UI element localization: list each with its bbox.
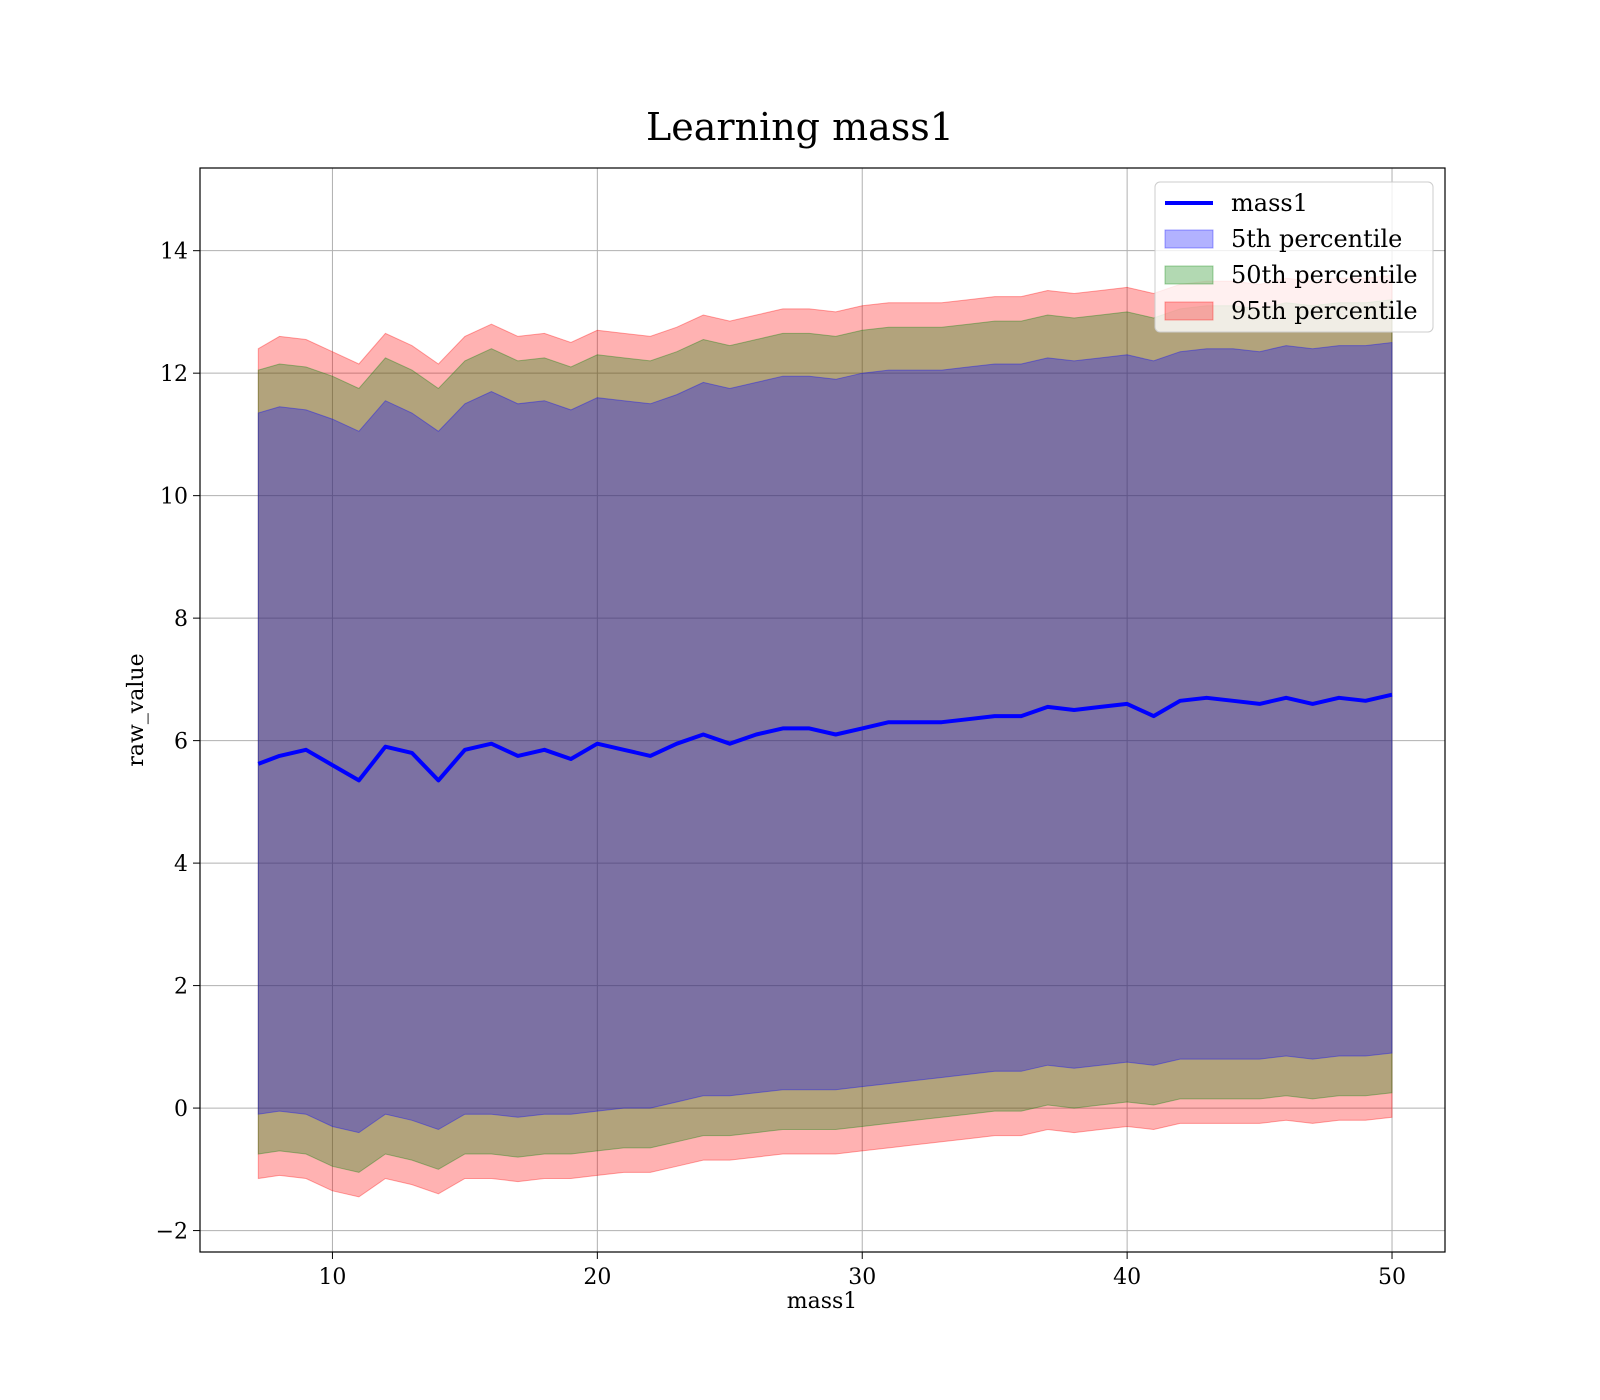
band-50th-percentile xyxy=(257,299,1393,1173)
band-5th-percentile xyxy=(257,341,1393,1134)
y-tick-label: 4 xyxy=(174,852,188,877)
legend-swatch-50th-percentile xyxy=(1164,265,1214,285)
legend-label-mass1: mass1 xyxy=(1231,189,1308,217)
x-ticks: 10 20 30 40 50 xyxy=(318,1252,1406,1290)
series-lines xyxy=(257,692,1393,783)
band-95th-percentile xyxy=(257,274,1393,1198)
x-tick-label: 40 xyxy=(1113,1265,1141,1290)
series-line-mass1 xyxy=(257,692,1393,783)
legend-box xyxy=(1154,181,1434,333)
x-axis-label: mass1 xyxy=(787,1289,858,1314)
y-tick-label: 6 xyxy=(174,730,188,755)
x-tick-label: 20 xyxy=(583,1265,611,1290)
chart-title: Learning mass1 xyxy=(646,105,954,149)
x-tick-label: 10 xyxy=(318,1265,346,1290)
legend-label-95th-percentile: 95th percentile xyxy=(1231,297,1418,325)
y-tick-label: 10 xyxy=(160,485,188,510)
y-tick-label: −2 xyxy=(156,1220,188,1245)
legend-swatch-95th-percentile xyxy=(1164,301,1214,321)
percentile-bands xyxy=(257,274,1393,1198)
y-tick-label: 12 xyxy=(160,362,188,387)
legend-swatch-5th-percentile xyxy=(1164,229,1214,249)
x-tick-label: 50 xyxy=(1378,1265,1406,1290)
legend: mass1 5th percentile 50th percentile 95th p… xyxy=(1154,181,1434,333)
legend-label-5th-percentile: 5th percentile xyxy=(1231,225,1402,253)
y-tick-label: 8 xyxy=(174,607,188,632)
plot-frame xyxy=(199,167,1446,1253)
y-tick-label: 14 xyxy=(160,240,188,265)
x-tick-label: 30 xyxy=(848,1265,876,1290)
y-tick-label: 2 xyxy=(174,975,188,1000)
y-axis-label: raw_value xyxy=(124,653,149,766)
y-ticks: −2 0 2 4 6 8 10 12 14 xyxy=(156,240,200,1245)
legend-label-50th-percentile: 50th percentile xyxy=(1231,261,1418,289)
grid xyxy=(200,168,1445,1252)
y-tick-label: 0 xyxy=(174,1097,188,1122)
